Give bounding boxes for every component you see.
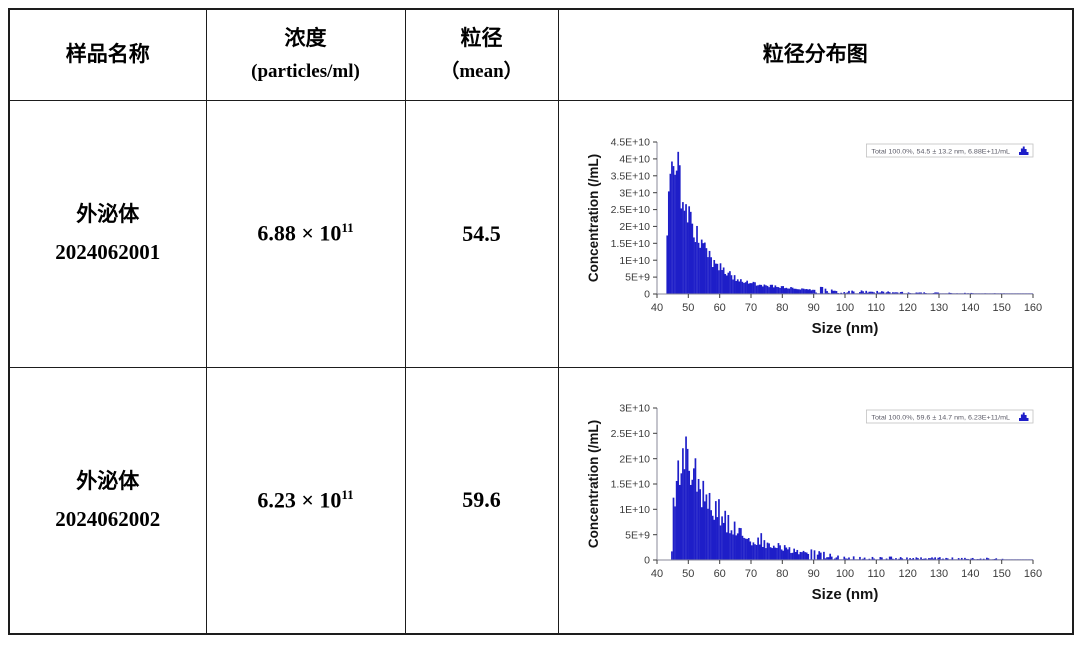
svg-text:2E+10: 2E+10	[620, 454, 651, 466]
svg-text:80: 80	[776, 568, 788, 580]
svg-text:60: 60	[714, 302, 726, 314]
svg-text:120: 120	[899, 568, 917, 580]
svg-text:70: 70	[745, 568, 757, 580]
header-mean-size: 粒径 （mean）	[404, 8, 559, 101]
svg-text:120: 120	[899, 302, 917, 314]
svg-text:0: 0	[644, 288, 650, 300]
y-axis-label: Concentration (/mL)	[586, 420, 601, 548]
header-sample-name-label: 样品名称	[65, 42, 150, 67]
header-mean-size-unit: （mean）	[440, 61, 523, 83]
svg-text:60: 60	[714, 568, 726, 580]
svg-text:150: 150	[993, 302, 1011, 314]
svg-text:3E+10: 3E+10	[620, 403, 651, 415]
svg-text:50: 50	[682, 302, 694, 314]
svg-text:100: 100	[836, 302, 854, 314]
x-axis-label: Size (nm)	[812, 586, 879, 603]
svg-text:110: 110	[868, 302, 886, 314]
svg-text:160: 160	[1024, 302, 1042, 314]
header-row: 样品名称 浓度 (particles/ml) 粒径 （mean） 粒径分布图	[8, 8, 1074, 101]
svg-text:1.5E+10: 1.5E+10	[611, 479, 651, 491]
chart-svg: 0 5E+9 1E+10 1.5E+10 2E+10 2.5E+10 3E+10 40 50 60…	[581, 394, 1050, 607]
chart-wrap-1: 0 5E+9 1E+10 1.5E+10 2E+10 2.5E+10 3E+10 3.5E+1…	[559, 127, 1073, 340]
svg-text:5E+9: 5E+9	[625, 271, 650, 283]
svg-text:2E+10: 2E+10	[620, 221, 651, 233]
size-distribution-chart-2: 0 5E+9 1E+10 1.5E+10 2E+10 2.5E+10 3E+10 40 50 60…	[581, 394, 1050, 607]
svg-text:50: 50	[682, 568, 694, 580]
concentration-cell-1: 6.88 × 1011	[205, 99, 406, 368]
concentration-value: 6.88 × 10	[257, 220, 342, 246]
svg-text:110: 110	[868, 568, 886, 580]
mean-size-cell-2: 59.6	[404, 366, 559, 635]
svg-text:140: 140	[961, 302, 979, 314]
svg-text:1E+10: 1E+10	[620, 504, 651, 516]
svg-text:150: 150	[993, 568, 1011, 580]
svg-text:140: 140	[961, 568, 979, 580]
svg-text:1E+10: 1E+10	[620, 254, 651, 266]
nta-results-table: 样品名称 浓度 (particles/ml) 粒径 （mean） 粒径分布图 外…	[8, 8, 1074, 635]
mean-size-cell-1: 54.5	[404, 99, 559, 368]
header-size-distribution-label: 粒径分布图	[762, 42, 868, 67]
legend-box	[866, 143, 1034, 157]
svg-text:100: 100	[836, 568, 854, 580]
header-mean-size-label: 粒径	[460, 26, 503, 51]
svg-text:4.5E+10: 4.5E+10	[611, 136, 651, 148]
table-row-sample-1: 外泌体 2024062001 6.88 × 1011 54.5 0 5E+9 1E+…	[8, 99, 1074, 368]
y-axis-label: Concentration (/mL)	[586, 153, 601, 281]
svg-text:90: 90	[808, 568, 820, 580]
svg-text:Total 100.0%, 59.6 ± 14.7 nm: Total 100.0%, 59.6 ± 14.7 nm, 6.23E+11/m…	[872, 415, 1011, 422]
sample-id: 2024062002	[55, 506, 161, 531]
svg-text:2.5E+10: 2.5E+10	[611, 204, 651, 216]
legend-box	[866, 409, 1034, 424]
x-axis-label: Size (nm)	[812, 320, 879, 337]
svg-text:3.5E+10: 3.5E+10	[611, 170, 651, 182]
svg-text:130: 130	[930, 568, 948, 580]
legend-histogram-icon	[1019, 412, 1029, 422]
chart-svg: 0 5E+9 1E+10 1.5E+10 2E+10 2.5E+10 3E+10 3.5E+1…	[581, 127, 1050, 340]
svg-text:4E+10: 4E+10	[620, 153, 651, 165]
sample-name-line1: 外泌体	[76, 202, 140, 226]
header-size-distribution: 粒径分布图	[557, 8, 1074, 101]
sample-name-cell-2: 外泌体 2024062002	[8, 366, 207, 635]
header-concentration-unit: (particles/ml)	[251, 61, 360, 83]
svg-text:3E+10: 3E+10	[620, 187, 651, 199]
svg-text:40: 40	[651, 302, 663, 314]
svg-text:90: 90	[808, 302, 820, 314]
svg-text:40: 40	[651, 568, 663, 580]
chart-cell-1: 0 5E+9 1E+10 1.5E+10 2E+10 2.5E+10 3E+10 3.5E+1…	[557, 99, 1074, 368]
chart-wrap-2: 0 5E+9 1E+10 1.5E+10 2E+10 2.5E+10 3E+10 40 50 60…	[559, 394, 1073, 607]
size-distribution-chart-1: 0 5E+9 1E+10 1.5E+10 2E+10 2.5E+10 3E+10 3.5E+1…	[581, 127, 1050, 340]
svg-text:160: 160	[1024, 568, 1042, 580]
concentration-value: 6.23 × 10	[257, 487, 342, 513]
header-sample-name: 样品名称	[8, 8, 207, 101]
chart-cell-2: 0 5E+9 1E+10 1.5E+10 2E+10 2.5E+10 3E+10 40 50 60…	[557, 366, 1074, 635]
svg-text:5E+9: 5E+9	[625, 530, 650, 542]
svg-text:Total 100.0%, 54.5 ± 13.2 nm: Total 100.0%, 54.5 ± 13.2 nm, 6.88E+11/m…	[872, 148, 1011, 155]
svg-text:2.5E+10: 2.5E+10	[611, 428, 651, 440]
legend-histogram-icon	[1019, 146, 1029, 155]
header-concentration-label: 浓度	[284, 26, 327, 51]
sample-id: 2024062001	[55, 240, 161, 264]
sample-name-cell-1: 外泌体 2024062001	[8, 99, 207, 368]
svg-text:80: 80	[776, 302, 788, 314]
concentration-exponent: 11	[341, 220, 354, 236]
table-row-sample-2: 外泌体 2024062002 6.23 × 1011 59.6 0 5E+9 1E+…	[8, 366, 1074, 635]
concentration-exponent: 11	[341, 487, 354, 503]
svg-text:130: 130	[930, 302, 948, 314]
header-concentration: 浓度 (particles/ml)	[205, 8, 406, 101]
svg-text:0: 0	[644, 555, 650, 567]
svg-text:1.5E+10: 1.5E+10	[611, 237, 651, 249]
svg-text:70: 70	[745, 302, 757, 314]
sample-name-line1: 外泌体	[76, 468, 140, 493]
concentration-cell-2: 6.23 × 1011	[205, 366, 406, 635]
